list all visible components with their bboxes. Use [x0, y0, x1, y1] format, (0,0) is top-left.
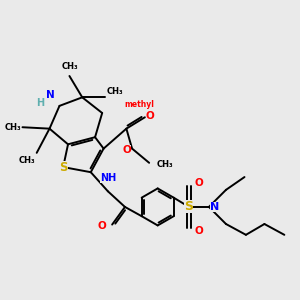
Text: S: S [184, 200, 194, 213]
Text: O: O [123, 145, 131, 155]
Text: CH₃: CH₃ [61, 62, 78, 71]
Text: N: N [46, 90, 54, 100]
Text: CH₃: CH₃ [4, 123, 21, 132]
Text: O: O [195, 178, 203, 188]
Text: O: O [146, 111, 154, 121]
Text: CH₃: CH₃ [106, 87, 123, 96]
Text: S: S [59, 161, 68, 174]
Text: O: O [195, 226, 203, 236]
Text: methyl: methyl [124, 100, 154, 109]
Text: N: N [210, 202, 220, 212]
Text: CH₃: CH₃ [157, 160, 174, 169]
Text: O: O [97, 221, 106, 231]
Text: CH₃: CH₃ [19, 156, 35, 165]
Text: H: H [37, 98, 45, 108]
Text: NH: NH [100, 173, 116, 183]
